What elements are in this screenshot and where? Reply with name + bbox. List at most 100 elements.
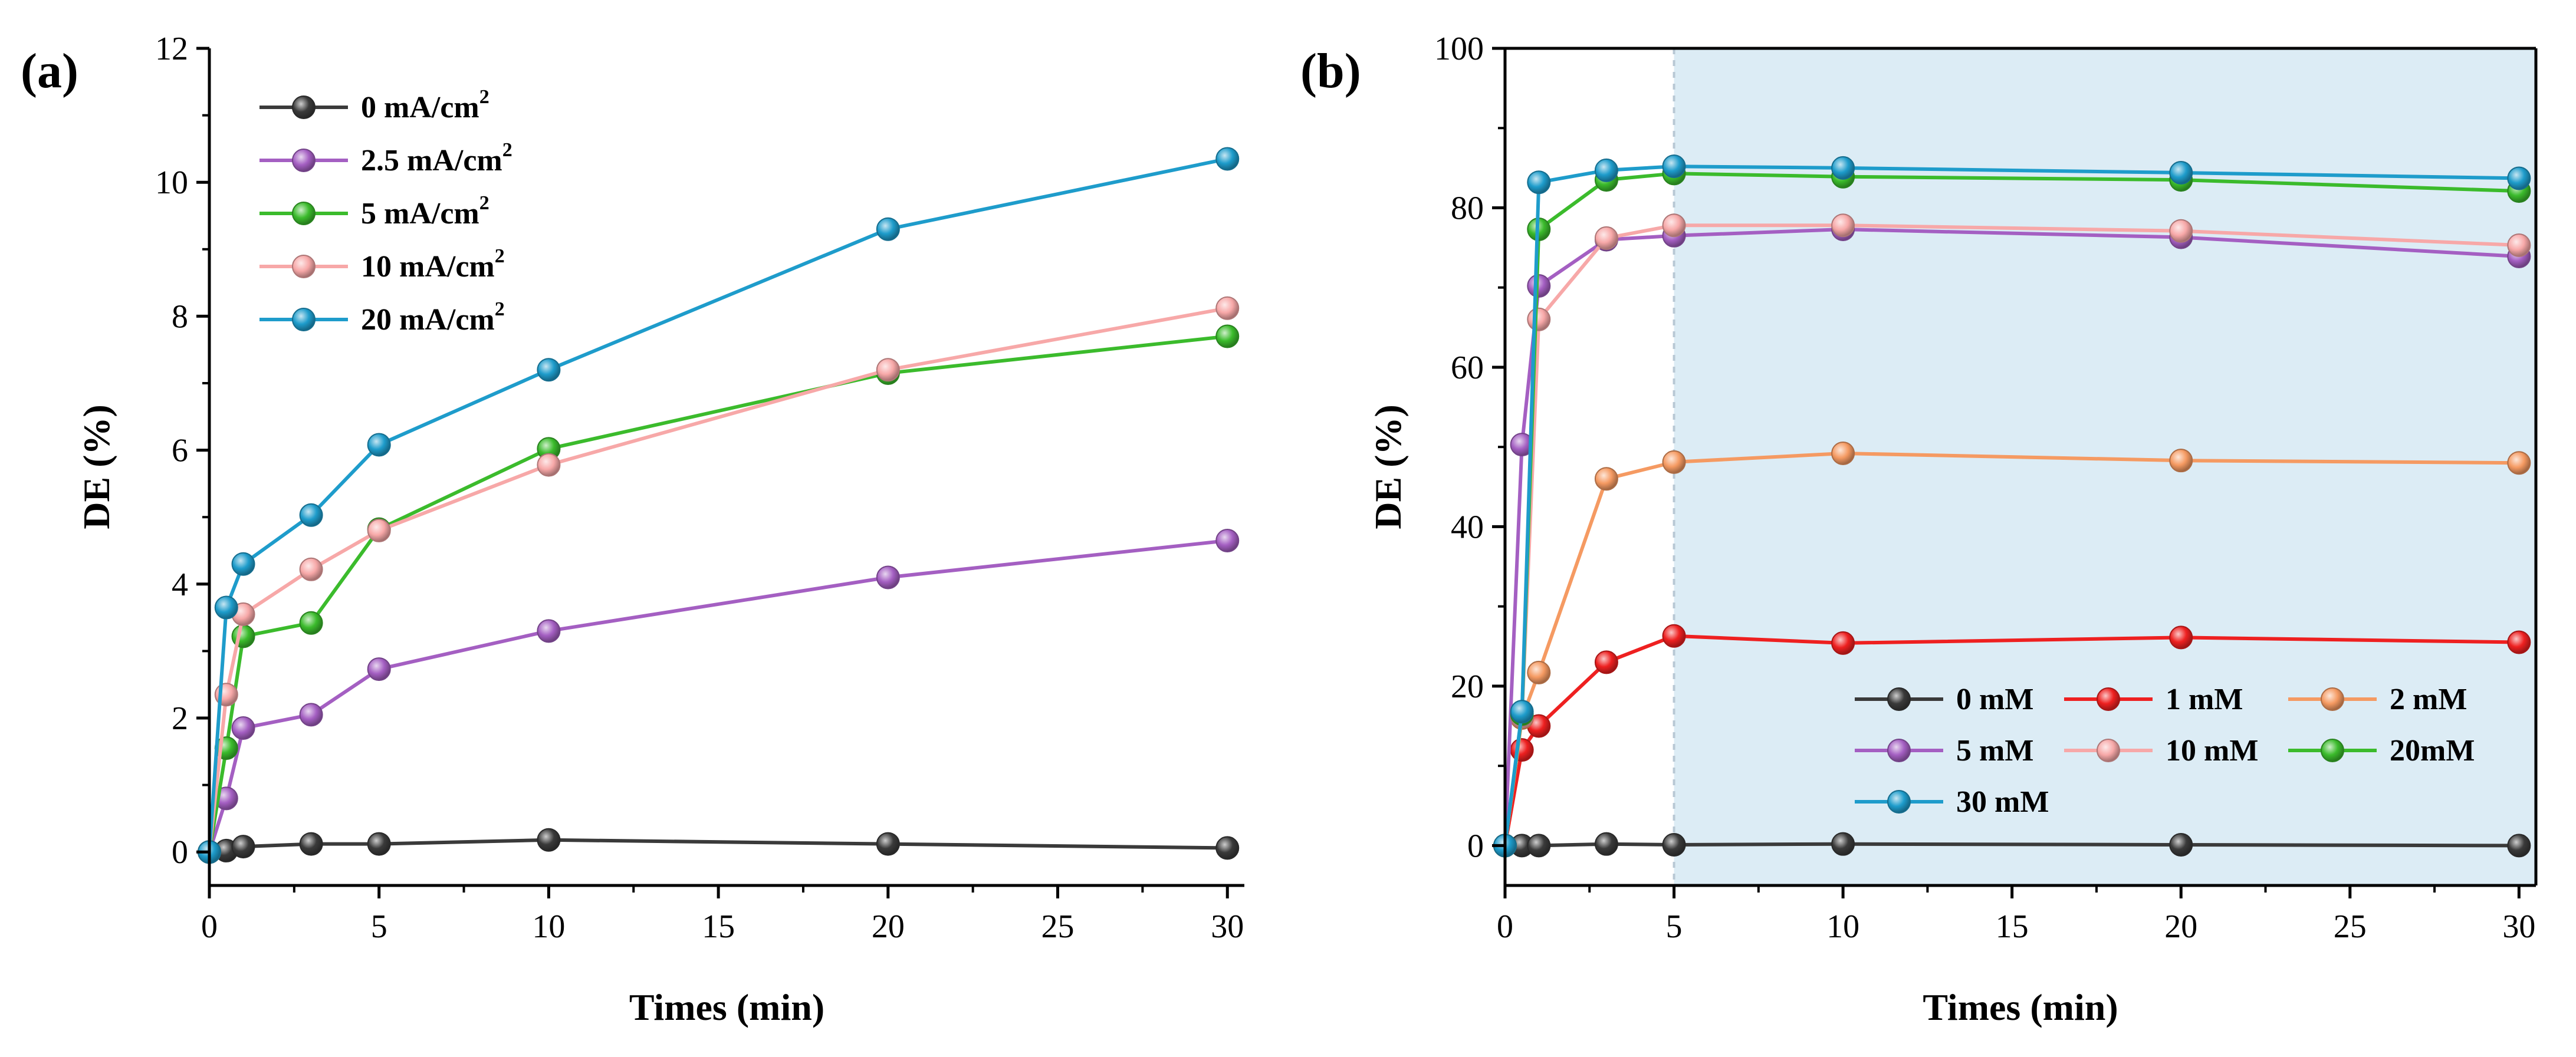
series-line — [209, 838, 1228, 854]
legend: 0 mA/cm2 2.5 mA/cm2 5 mA/cm2 10 mA/cm2 20 mA… — [259, 86, 512, 337]
data-point — [367, 518, 391, 542]
data-point — [876, 832, 900, 856]
data-point — [231, 835, 255, 859]
data-point — [1594, 832, 1618, 856]
legend-marker — [2097, 739, 2120, 762]
y-tick-label: 0 — [1467, 828, 1484, 864]
series-line — [208, 334, 1228, 852]
data-point — [1594, 158, 1618, 182]
y-tick-label: 6 — [172, 433, 188, 469]
data-point — [2169, 625, 2193, 650]
data-point — [299, 703, 323, 727]
legend-label: 2 mM — [2390, 683, 2467, 716]
legend-marker — [1887, 790, 1911, 814]
data-point — [1662, 450, 1686, 474]
x-tick-label: 10 — [532, 908, 565, 945]
x-tick-label: 15 — [1996, 908, 2029, 945]
data-point — [1215, 147, 1240, 171]
data-point — [367, 657, 391, 681]
data-point — [2507, 834, 2531, 858]
series-line — [208, 306, 1228, 852]
data-point — [1527, 834, 1551, 858]
legend-entry: 20mM — [2288, 734, 2475, 768]
data-point — [1662, 833, 1686, 857]
x-tick-label: 5 — [1666, 908, 1683, 945]
data-point — [367, 832, 391, 856]
series-line — [1503, 228, 2519, 846]
panel-a: 0 5 10 15 20 25 30 0 2 4 6 8 10 12 Times (min) DE (%) (a… — [21, 31, 1244, 1028]
data-point — [1594, 467, 1618, 491]
legend-entry: 10 mM — [2064, 734, 2258, 768]
data-point — [1831, 631, 1855, 655]
legend-marker — [2321, 739, 2344, 762]
data-point — [1215, 528, 1240, 552]
data-point — [2507, 630, 2531, 654]
x-tick-label: 25 — [2334, 908, 2367, 945]
data-point — [2169, 833, 2193, 857]
data-point — [2169, 449, 2193, 473]
legend-entry: 30 mM — [1855, 785, 2049, 819]
x-tick-label: 15 — [702, 908, 735, 945]
y-tick-label: 80 — [1451, 190, 1484, 226]
series-line — [208, 539, 1228, 853]
legend-label: 10 mA/cm2 — [361, 245, 505, 284]
series-0-mm — [1493, 832, 2531, 858]
legend-marker — [292, 308, 316, 331]
data-point — [876, 217, 900, 241]
data-point — [1527, 170, 1551, 195]
data-point — [367, 433, 391, 457]
panel-label: (b) — [1300, 44, 1361, 98]
y-tick-label: 60 — [1451, 350, 1484, 386]
y-tick-label: 0 — [172, 834, 188, 871]
series-20-ma-cm — [198, 147, 1240, 864]
legend-label: 10 mM — [2166, 734, 2258, 768]
y-tick-label: 8 — [172, 298, 188, 335]
y-axis-title: DE (%) — [1367, 404, 1409, 529]
x-tick-label: 5 — [371, 908, 387, 945]
y-tick-label: 20 — [1451, 669, 1484, 705]
legend-label: 0 mA/cm2 — [361, 86, 489, 124]
legend-label: 30 mM — [1956, 785, 2049, 819]
legend-marker — [292, 96, 316, 119]
legend-entry: 2 mM — [2288, 683, 2467, 716]
data-point — [1527, 660, 1551, 684]
data-point — [231, 552, 255, 576]
legend-marker — [2321, 687, 2344, 711]
y-tick-label: 40 — [1451, 509, 1484, 545]
data-point — [2507, 233, 2531, 258]
data-point — [1831, 832, 1855, 856]
data-point — [876, 358, 900, 382]
y-tick-label: 100 — [1434, 31, 1484, 67]
x-tick-label: 30 — [1211, 908, 1244, 945]
legend-entry: 0 mA/cm2 — [259, 86, 489, 124]
data-point — [1594, 650, 1618, 674]
series-line — [1505, 842, 2519, 848]
data-point — [299, 503, 323, 527]
data-point — [1510, 738, 1534, 762]
data-point — [537, 619, 561, 643]
data-point — [537, 453, 561, 477]
data-point — [231, 716, 255, 740]
legend-entry: 1 mM — [2064, 683, 2243, 716]
data-point — [299, 832, 323, 856]
panel-b: 0 5 10 15 20 25 30 0 20 40 60 80 100 Times (min) DE (%… — [1300, 31, 2538, 1028]
y-tick-label: 10 — [155, 164, 188, 201]
series-0-ma-cm — [198, 828, 1240, 864]
y-tick-label: 12 — [155, 31, 188, 67]
data-point — [876, 565, 900, 590]
y-tick-label: 2 — [172, 700, 188, 737]
legend-marker — [1887, 739, 1911, 762]
data-point — [299, 557, 323, 581]
series-5-ma-cm — [198, 324, 1240, 864]
legend-marker — [1887, 687, 1911, 711]
legend-label: 5 mM — [1956, 734, 2033, 768]
legend-label: 2.5 mA/cm2 — [361, 139, 512, 177]
x-tick-label: 0 — [1497, 908, 1513, 945]
x-tick-label: 20 — [2164, 908, 2197, 945]
legend-label: 1 mM — [2166, 683, 2243, 716]
series-2-5-ma-cm — [198, 528, 1240, 864]
legend-entry: 20 mA/cm2 — [259, 298, 505, 337]
data-point — [2507, 451, 2531, 475]
legend-marker — [292, 255, 316, 278]
data-point — [1594, 226, 1618, 250]
